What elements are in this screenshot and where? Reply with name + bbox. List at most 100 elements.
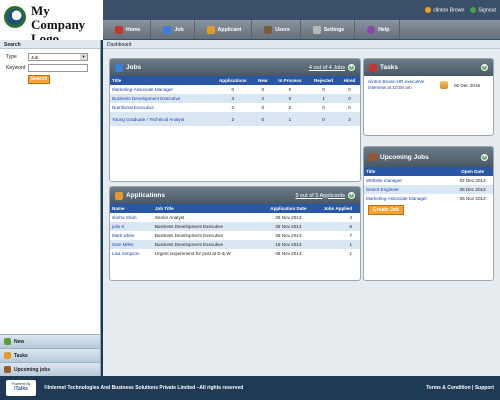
upcoming-jobs-table: Title Open Date Website manager 02 Dec 2… [364,167,493,203]
applicants-count-link[interactable]: 5 out of 5 Applicants [295,192,345,199]
footer: Powered By iTalks ©Internet Technologies… [0,376,500,400]
applicant-name-link[interactable]: Sam Miles [110,240,153,249]
add-upcoming-icon[interactable]: + [481,153,488,161]
type-label: Type [6,54,17,60]
task-date: 06 Dec 2015 [454,82,481,88]
keyword-label: Keyword [6,65,26,71]
nav-job[interactable]: Job [151,20,195,39]
job-title-link[interactable]: Marketing-Associate Manager [112,87,174,92]
upcoming-job-link[interactable]: Website manager [366,178,402,183]
cell: Business Development Executive [152,222,262,231]
company-logo[interactable]: My Company Logo [0,0,103,46]
keyword-input[interactable] [28,64,88,72]
cell: 4 [349,215,352,220]
cell: 3 [211,94,254,103]
powered-by-brand: iTalks [14,386,28,392]
user-menu[interactable]: clinton Brown [425,7,464,13]
jobs-count-link[interactable]: 4 out of 4 Jobs [308,64,345,71]
job-title-link[interactable]: Young Graduate / Technical Analyst [110,112,212,126]
table-row: Marketing-Associate Manager 0 0 0 0 0 [110,85,360,94]
cell: 02 Dec 2013 [459,178,486,183]
sidebar-item-new[interactable]: New [0,334,100,348]
tasks-title: Tasks [380,64,398,71]
cell: 1 [271,112,309,126]
job-title-link[interactable]: Business Development Executive [110,94,212,103]
col-header: Hired [338,76,360,85]
powered-by-badge: Powered By iTalks [6,380,36,396]
cell: 3 [211,112,254,126]
signout-link[interactable]: Signout [470,7,496,13]
nav-home-label: Home [126,26,141,33]
create-job-button[interactable]: Create Job [368,205,404,215]
col-header: In Process [271,76,309,85]
tasks-panel: Tasks + clinton Brown:HR executive inter… [363,58,494,136]
applications-title: Applications [126,192,166,199]
nav-home[interactable]: Home [103,20,152,39]
upcoming-title: Upcoming Jobs [380,153,429,161]
breadcrumb: Dashboard [103,40,500,49]
cell: 05 Dec 2013 [452,185,493,194]
upcoming-jobs-icon [369,153,377,161]
type-select-value: Job [31,55,39,60]
sidebar-item-label: New [14,338,25,345]
jobs-table: Title Applications New In Process Reject… [110,76,360,126]
nav-help[interactable]: Help [355,20,401,39]
cell: 0 [261,105,265,110]
col-header: Name [110,204,153,213]
cell: 0 [348,87,351,92]
upcoming-job-link[interactable]: Senior Engineer [364,185,453,194]
col-header: Rejected [308,76,339,85]
nav-help-label: Help [378,26,390,33]
nav-users[interactable]: Users [252,20,301,39]
logo-line-1: My Company [31,3,86,32]
help-icon [367,25,376,34]
col-header: New [253,76,272,85]
search-button[interactable]: Search [28,75,50,84]
footer-links: Terms & Condition | Support [426,385,494,391]
col-header: Application Date [261,204,316,213]
type-select[interactable]: Job ▼ [28,53,88,61]
job-icon [163,25,172,34]
task-link[interactable]: clinton Brown:HR executive interview at … [368,79,425,90]
jobs-panel-header: Jobs 4 out of 4 Jobs + [110,59,360,76]
job-title-link[interactable]: Nutritional Executive [112,105,154,110]
add-job-icon[interactable]: + [348,64,355,71]
cell: 0 [271,94,309,103]
cell: 05 Nov 2013 [275,251,302,256]
add-task-icon[interactable]: + [481,64,488,71]
tasks-icon [4,352,11,359]
applications-table: Name Job Title Application Date Jobs App… [110,204,360,258]
nav-job-label: Job [174,26,184,33]
upcoming-job-link[interactable]: Marketing-Associate Manager [366,196,428,201]
applicants-icon [115,191,123,200]
add-applicant-icon[interactable]: + [348,192,355,199]
cell: 25 Nov 2013 [275,215,302,220]
search-form: Type Job ▼ Keyword Search [0,49,100,88]
applicant-name-link[interactable]: sheha Shah [112,215,137,220]
dashboard-main: Dashboard Jobs 4 out of 4 Jobs + Title A… [103,40,500,376]
table-row: Sam Miles Business Development Executive… [110,240,360,249]
terms-link[interactable]: Terms & Condition [426,385,471,391]
nav-settings[interactable]: Settings [301,20,356,39]
sidebar-item-tasks[interactable]: Tasks [0,348,100,362]
support-link[interactable]: Support [474,385,494,391]
signout-icon [470,7,477,13]
sidebar-item-upcoming-jobs[interactable]: Upcoming jobs [0,362,100,376]
cell: 1 [349,251,352,256]
upcoming-panel-header: Upcoming Jobs + [364,147,493,167]
col-header: Applications [211,76,254,85]
applicant-name-link[interactable]: Mark white [112,233,135,238]
sidebar-links: New Tasks Upcoming jobs [0,334,100,376]
jobs-title: Jobs [126,64,142,71]
applicant-name-link[interactable]: julie K [110,222,153,231]
home-icon [115,25,123,34]
applications-panel-header: Applications 5 out of 5 Applicants + [110,187,360,204]
footer-separator: | [472,385,474,391]
cell: 0 [348,105,351,110]
nav-applicant[interactable]: Applicant [195,20,253,39]
upcoming-jobs-icon [4,366,11,373]
col-header: Title [364,167,453,176]
table-row: Lisa Simpson Urgent requirement for post… [110,249,360,258]
applicant-name-link[interactable]: Lisa Simpson [112,251,140,256]
settings-gear-icon [312,25,321,34]
